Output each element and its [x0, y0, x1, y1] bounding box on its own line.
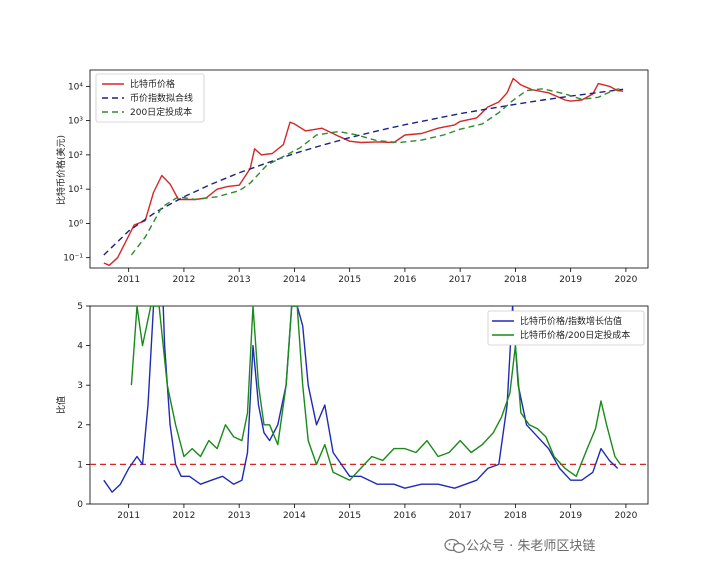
- y-tick-label: 10⁴: [68, 82, 83, 92]
- ratio-series-group: [90, 306, 648, 493]
- x-tick-label: 2014: [283, 275, 306, 285]
- y-tick-label: 10⁻¹: [63, 254, 83, 264]
- watermark: 公众号 · 朱老师区块链: [444, 538, 595, 554]
- legend-label-0: 比特币价格/指数增长估值: [520, 315, 622, 327]
- y-tick-label: 3: [77, 381, 83, 391]
- series-line-1: [103, 88, 624, 256]
- x-tick-label: 2014: [283, 511, 306, 521]
- series-line-0: [103, 77, 624, 266]
- ratio-x-ticks: 2011 2012 2013 2014 2015 2016 2017 2018 2019 2020: [117, 504, 638, 521]
- y-tick-label: 10²: [68, 151, 83, 161]
- price-chart-panel: 10⁻¹ 10⁰ 10¹ 10² 10³ 10⁴ 2011 2012 2013 2014 2015…: [55, 69, 649, 285]
- price-x-ticks: 2011 2012 2013 2014 2015 2016 2017 2018 2019 2020: [117, 268, 638, 285]
- x-tick-label: 2018: [504, 511, 527, 521]
- y-tick-label: 10⁰: [68, 219, 83, 229]
- x-tick-label: 2020: [614, 511, 637, 521]
- ratio-y-ticks: 0 1 2 3 4 5: [77, 302, 90, 510]
- y-tick-label: 1: [77, 460, 83, 470]
- x-tick-label: 2013: [228, 275, 251, 285]
- y-tick-label: 5: [77, 302, 83, 312]
- price-legend-box: [95, 73, 205, 123]
- price-y-axis-label: 比特币价格(美元): [55, 135, 67, 205]
- price-series-group: [103, 77, 624, 266]
- x-tick-label: 2017: [449, 275, 472, 285]
- x-tick-label: 2012: [172, 275, 195, 285]
- wechat-icon: [444, 538, 466, 554]
- ratio-y-axis-label: 比值: [55, 396, 67, 414]
- x-tick-label: 2018: [504, 275, 527, 285]
- legend-label-2: 200日定投成本: [130, 106, 192, 118]
- x-tick-label: 2019: [559, 275, 582, 285]
- y-tick-label: 10³: [68, 117, 83, 127]
- legend-label-1: 比特币价格/200日定投成本: [520, 329, 630, 341]
- price-plot-frame: [89, 69, 649, 269]
- price-y-ticks: 10⁻¹ 10⁰ 10¹ 10² 10³ 10⁴: [63, 82, 90, 264]
- y-tick-label: 4: [77, 342, 83, 352]
- x-tick-label: 2011: [117, 511, 140, 521]
- x-tick-label: 2011: [117, 275, 140, 285]
- y-tick-label: 0: [77, 500, 83, 510]
- x-tick-label: 2020: [614, 275, 637, 285]
- x-tick-label: 2013: [228, 511, 251, 521]
- legend-label-1: 币价指数拟合线: [130, 92, 193, 104]
- x-tick-label: 2016: [393, 275, 416, 285]
- ratio-plot-frame: [89, 305, 649, 505]
- series-line-0: [103, 306, 619, 493]
- watermark-text: 公众号 · 朱老师区块链: [466, 539, 595, 554]
- x-tick-label: 2012: [172, 511, 195, 521]
- series-line-2: [130, 87, 624, 256]
- x-tick-label: 2016: [393, 511, 416, 521]
- x-tick-label: 2019: [559, 511, 582, 521]
- y-tick-label: 10¹: [68, 185, 83, 195]
- ratio-legend-box: [487, 310, 645, 346]
- x-tick-label: 2017: [449, 511, 472, 521]
- y-tick-label: 2: [77, 421, 83, 431]
- series-line-1: [130, 306, 621, 481]
- x-tick-label: 2015: [338, 275, 361, 285]
- legend-label-0: 比特币价格: [130, 78, 175, 90]
- x-tick-label: 2015: [338, 511, 361, 521]
